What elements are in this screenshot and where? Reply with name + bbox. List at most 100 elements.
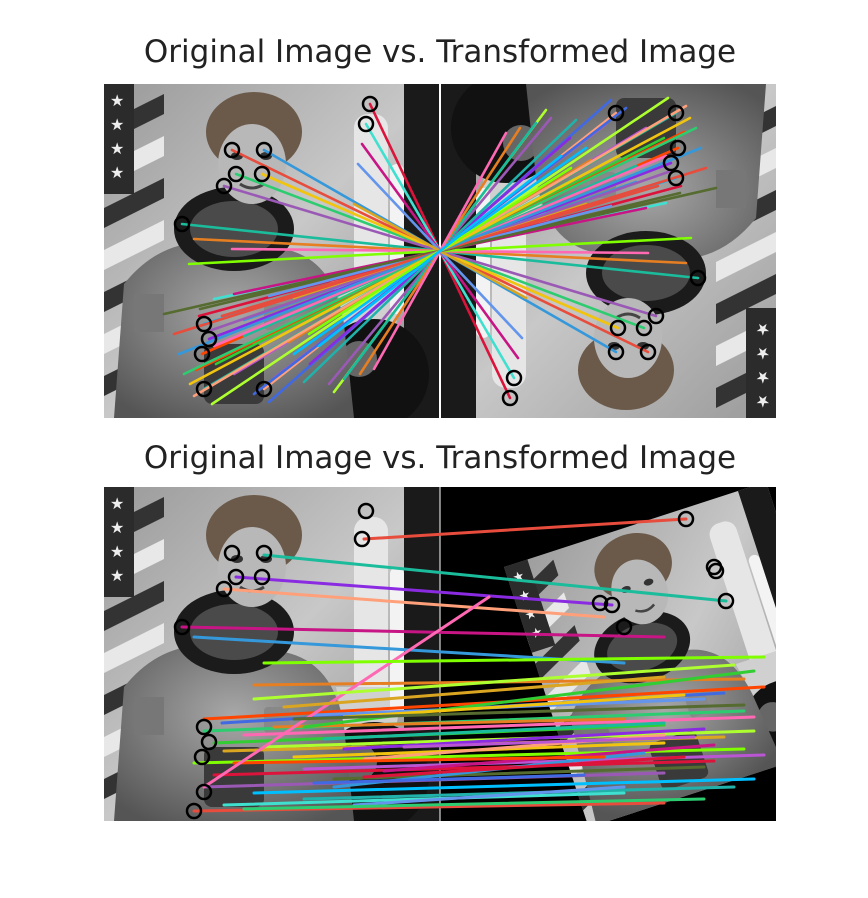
flag-canton [104, 84, 134, 194]
flag-star: ★ [110, 542, 124, 561]
keypoint-ring-icon [609, 319, 627, 337]
flag-star: ★ [110, 163, 124, 182]
keypoint-ring-icon [667, 104, 685, 122]
match-line [222, 587, 606, 619]
flag-stripe [104, 220, 164, 270]
match-line [342, 693, 686, 719]
panel-title: Original Image vs. Transformed Image [143, 440, 737, 476]
match-line [234, 575, 614, 607]
match-line [362, 755, 686, 779]
keypoint-ring-icon [689, 269, 707, 287]
keypoint-ring-icon [353, 530, 371, 548]
match-line [252, 663, 736, 701]
flag-canton [746, 308, 776, 418]
keypoint-ring-icon [193, 748, 211, 766]
flag-star: ★ [756, 392, 770, 411]
flag-canton [104, 487, 134, 597]
keypoint-ring-icon [253, 568, 271, 586]
suit-patch [134, 697, 164, 735]
flag-star: ★ [110, 566, 124, 585]
flag-star: ★ [756, 344, 770, 363]
keypoint-ring-icon [227, 165, 245, 183]
keypoint-ring-icon [255, 141, 273, 159]
keypoint-ring-icon [215, 580, 233, 598]
flag-stripe [104, 581, 164, 631]
match-line [312, 773, 586, 785]
keypoint-ring-icon [253, 165, 271, 183]
match-line [202, 685, 766, 721]
keypoint-ring-icon [669, 139, 687, 157]
flag-star: ★ [110, 91, 124, 110]
feature-match-panel-bottom: ★★★★★★★★ [104, 487, 776, 821]
flag-star: ★ [110, 518, 124, 537]
match-line [362, 517, 688, 541]
match-line [242, 797, 706, 811]
keypoint-ring-icon [591, 594, 609, 612]
feature-match-panel-top: ★ ★ ★ ★ ★ ★ ★ ★ [104, 84, 776, 418]
mouth [635, 603, 656, 613]
match-line [252, 777, 756, 795]
flag-star: ★ [756, 368, 770, 387]
keypoint-ring-icon [677, 510, 695, 528]
shuttle-body [709, 521, 776, 688]
match-line [180, 625, 666, 639]
flag-stripe [716, 274, 776, 324]
keypoint-ring-icon [200, 330, 218, 348]
flag-star: ★ [110, 139, 124, 158]
keypoint-ring-icon [707, 562, 725, 580]
keypoint-ring-icon [200, 733, 218, 751]
keypoint-ring-icon [662, 154, 680, 172]
match-line [282, 675, 666, 709]
match-line [322, 721, 666, 741]
neck-inner [190, 604, 278, 660]
match-line [332, 765, 706, 781]
flag-canton [503, 559, 556, 653]
match-line [402, 735, 696, 749]
dark-area [737, 487, 776, 752]
keypoint-ring-icon [223, 141, 241, 159]
keypoint-ring-icon [667, 169, 685, 187]
keypoint-ring-icon [361, 95, 379, 113]
shuttle-body [354, 517, 388, 727]
keypoint-ring-icon [607, 104, 625, 122]
flag-star: ★ [756, 320, 770, 339]
keypoint-ring-icon [227, 568, 245, 586]
keypoint-ring-icon [215, 177, 233, 195]
keypoint-ring-icon [615, 618, 633, 636]
match-line [232, 755, 606, 765]
match-line [272, 717, 626, 729]
eye [643, 578, 654, 586]
keypoint-ring-icon [173, 215, 191, 233]
suit [114, 645, 354, 821]
keypoint-ring-icon [195, 783, 213, 801]
keypoint-ring-icon [193, 345, 211, 363]
flag-star: ★ [110, 494, 124, 513]
match-line [242, 715, 756, 737]
shuttle-booster [390, 567, 404, 717]
keypoint-ring-icon [195, 315, 213, 333]
keypoint-ring-icon [185, 802, 203, 820]
flag-star: ★ [110, 115, 124, 134]
suit-panel [204, 747, 264, 807]
match-lines [162, 96, 718, 406]
flag-stripe [104, 178, 164, 228]
match-line [262, 655, 766, 665]
keypoint-ring-icon [647, 307, 665, 325]
keypoint-ring-icon [255, 380, 273, 398]
flag-stripe [104, 623, 164, 673]
panel-title: Original Image vs. Transformed Image [143, 34, 737, 70]
keypoint-ring-icon [223, 544, 241, 562]
keypoint-ring-icon [195, 718, 213, 736]
match-line [262, 553, 728, 603]
match-line [352, 785, 626, 807]
keypoint-ring-icon [635, 319, 653, 337]
keypoints [173, 95, 707, 407]
flag-stripe [716, 232, 776, 282]
keypoints [173, 502, 735, 820]
match-line [292, 703, 746, 721]
match-lines [180, 517, 766, 813]
flag-stripe [535, 625, 580, 680]
flag-star: ★ [517, 587, 533, 605]
suit-patch [716, 170, 746, 208]
keypoint-ring-icon [255, 544, 273, 562]
